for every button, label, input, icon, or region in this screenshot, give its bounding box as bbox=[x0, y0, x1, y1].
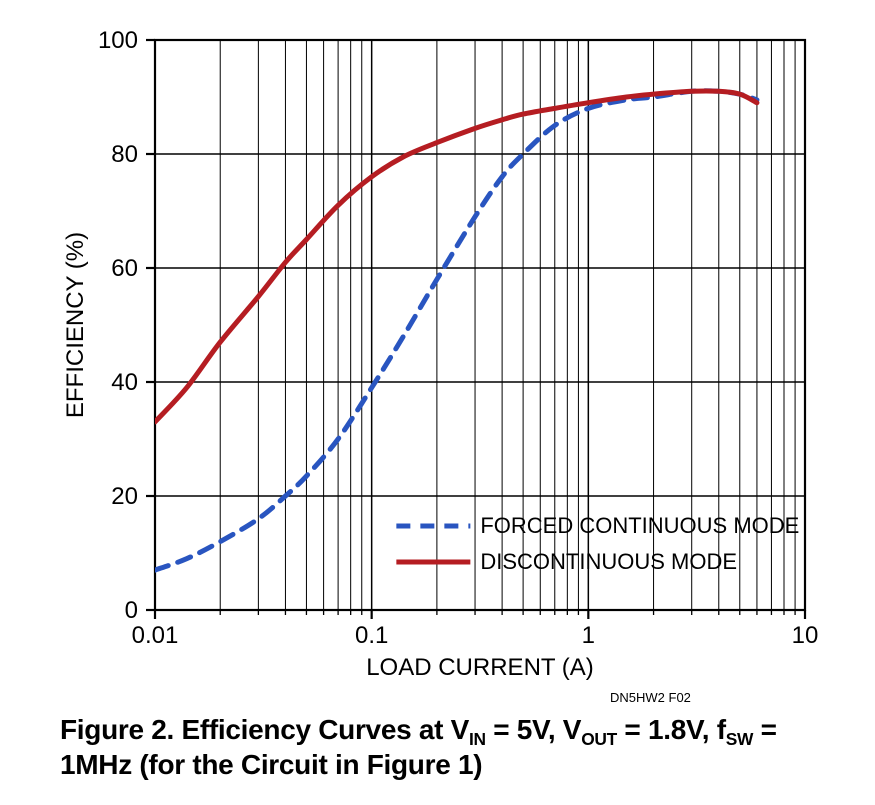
figure-caption: Figure 2. Efficiency Curves at VIN = 5V,… bbox=[60, 712, 850, 782]
svg-text:0.01: 0.01 bbox=[132, 622, 179, 649]
svg-text:LOAD CURRENT (A): LOAD CURRENT (A) bbox=[366, 654, 594, 681]
figure-code: DN5HW2 F02 bbox=[610, 690, 691, 705]
efficiency-chart: 0 20 40 60 80 100 0.01 0.1 1 10 LOAD CURRENT (A) EF… bbox=[40, 20, 840, 700]
svg-text:0: 0 bbox=[125, 597, 138, 624]
svg-text:100: 100 bbox=[98, 27, 138, 54]
svg-text:FORCED CONTINUOUS MODE: FORCED CONTINUOUS MODE bbox=[480, 513, 799, 538]
svg-text:80: 80 bbox=[111, 141, 138, 168]
svg-text:20: 20 bbox=[111, 483, 138, 510]
svg-text:60: 60 bbox=[111, 255, 138, 282]
svg-text:1: 1 bbox=[582, 622, 595, 649]
svg-text:10: 10 bbox=[792, 622, 819, 649]
svg-text:0.1: 0.1 bbox=[355, 622, 388, 649]
svg-text:DISCONTINUOUS MODE: DISCONTINUOUS MODE bbox=[480, 549, 737, 574]
svg-text:40: 40 bbox=[111, 369, 138, 396]
svg-text:EFFICIENCY (%): EFFICIENCY (%) bbox=[62, 232, 89, 418]
